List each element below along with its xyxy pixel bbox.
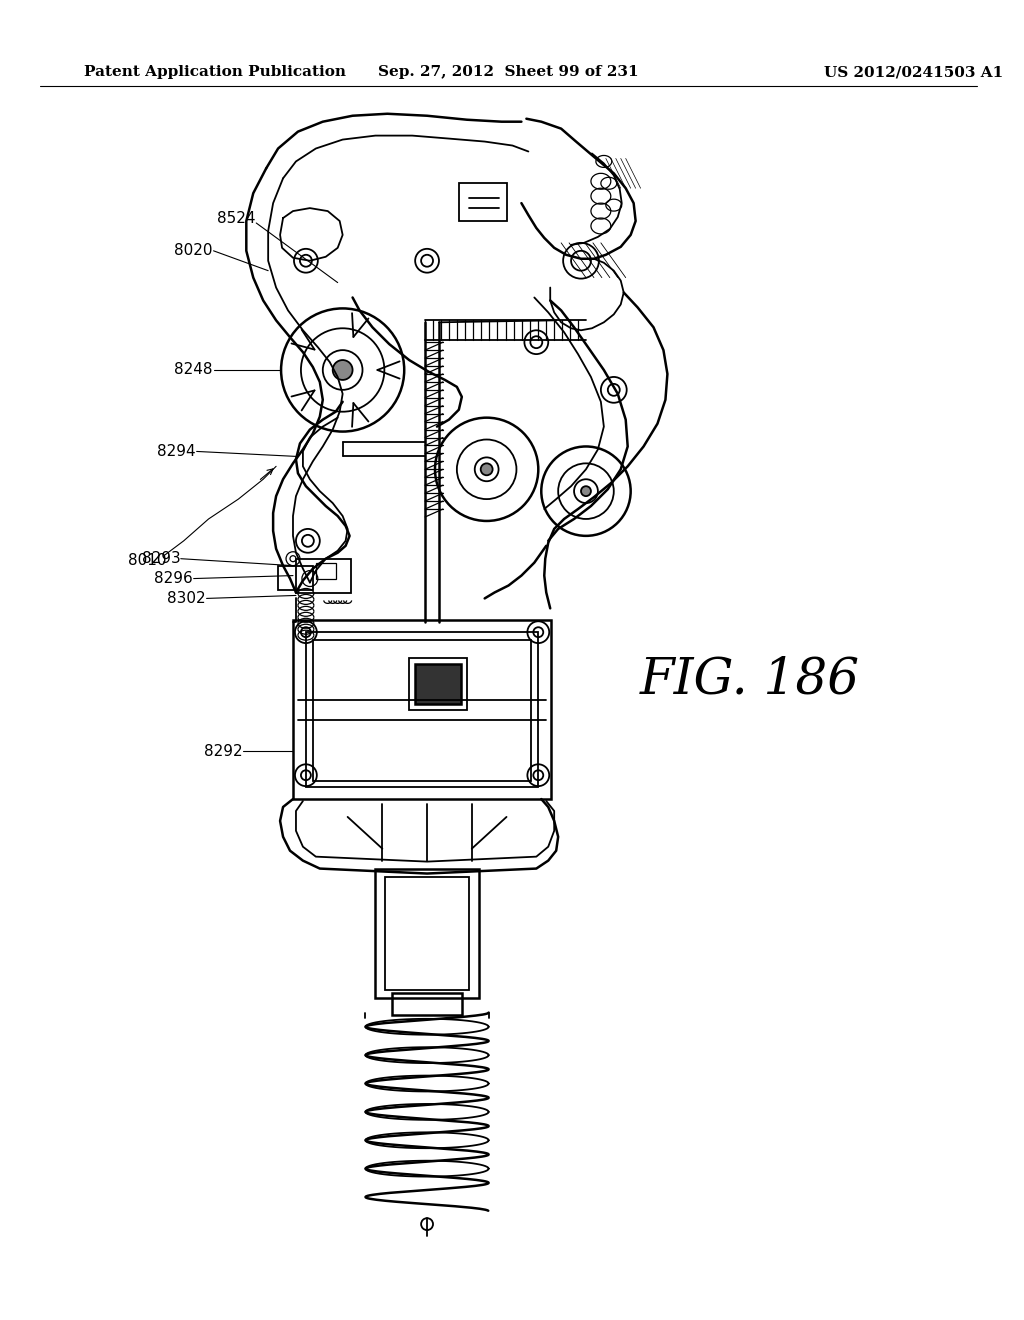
Text: Sep. 27, 2012  Sheet 99 of 231: Sep. 27, 2012 Sheet 99 of 231 — [378, 65, 639, 79]
Bar — [306, 632, 539, 787]
Bar — [376, 869, 478, 998]
Text: Patent Application Publication: Patent Application Publication — [84, 65, 346, 79]
Text: 8296: 8296 — [155, 572, 194, 586]
Text: 8020: 8020 — [174, 243, 213, 259]
Circle shape — [480, 463, 493, 475]
Bar — [410, 657, 467, 710]
Bar — [315, 562, 336, 578]
Text: 8302: 8302 — [167, 591, 206, 606]
Bar — [293, 620, 551, 799]
Bar — [279, 566, 313, 590]
Bar — [392, 993, 462, 1015]
Bar — [385, 876, 469, 990]
Bar — [296, 558, 350, 594]
Text: 8292: 8292 — [204, 744, 243, 759]
Text: 8293: 8293 — [141, 552, 180, 566]
Text: 8010: 8010 — [128, 553, 166, 568]
Text: FIG. 186: FIG. 186 — [640, 655, 860, 705]
Text: 8294: 8294 — [158, 444, 197, 459]
Circle shape — [581, 486, 591, 496]
Text: 8248: 8248 — [174, 363, 213, 378]
Circle shape — [333, 360, 352, 380]
Text: 8524: 8524 — [217, 210, 256, 226]
Bar — [415, 664, 461, 704]
Bar — [459, 183, 507, 220]
Bar — [313, 640, 531, 781]
Text: US 2012/0241503 A1: US 2012/0241503 A1 — [824, 65, 1004, 79]
